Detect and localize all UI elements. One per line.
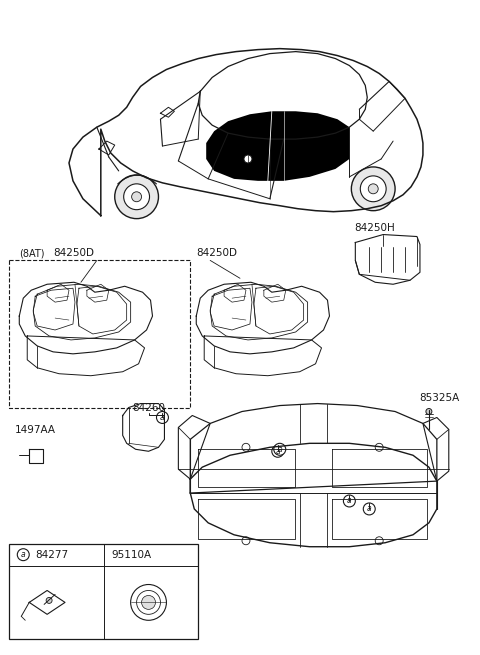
- Circle shape: [142, 595, 156, 609]
- Text: (8AT): (8AT): [19, 248, 45, 259]
- Circle shape: [137, 590, 160, 614]
- Text: 84277: 84277: [35, 550, 68, 559]
- Text: 1497AA: 1497AA: [15, 425, 56, 436]
- Circle shape: [131, 584, 167, 620]
- Circle shape: [272, 445, 284, 457]
- Circle shape: [363, 503, 375, 515]
- Text: 84250D: 84250D: [53, 248, 94, 259]
- Text: 85325A: 85325A: [419, 392, 459, 403]
- Text: a: a: [347, 496, 352, 506]
- Circle shape: [46, 597, 52, 603]
- Circle shape: [343, 495, 355, 507]
- Circle shape: [242, 537, 250, 545]
- Text: 95110A: 95110A: [112, 550, 152, 559]
- Text: a: a: [21, 550, 25, 559]
- Circle shape: [375, 537, 383, 545]
- Text: a: a: [277, 445, 282, 454]
- Circle shape: [426, 409, 432, 415]
- Circle shape: [124, 184, 150, 210]
- Text: a: a: [160, 413, 165, 422]
- Text: 84250H: 84250H: [354, 223, 395, 233]
- Circle shape: [274, 443, 286, 455]
- Polygon shape: [206, 111, 349, 181]
- Text: a: a: [276, 447, 280, 456]
- Circle shape: [156, 411, 168, 423]
- Circle shape: [351, 167, 395, 211]
- Bar: [9, 261, 190, 407]
- Bar: [9, 544, 198, 639]
- Text: a: a: [367, 504, 372, 514]
- Circle shape: [132, 192, 142, 202]
- Text: 84250D: 84250D: [196, 248, 237, 259]
- Circle shape: [115, 175, 158, 219]
- Circle shape: [242, 443, 250, 451]
- Circle shape: [360, 176, 386, 202]
- Circle shape: [17, 549, 29, 561]
- Circle shape: [368, 184, 378, 194]
- Circle shape: [244, 155, 252, 163]
- Text: 84260: 84260: [132, 403, 165, 413]
- Circle shape: [375, 443, 383, 451]
